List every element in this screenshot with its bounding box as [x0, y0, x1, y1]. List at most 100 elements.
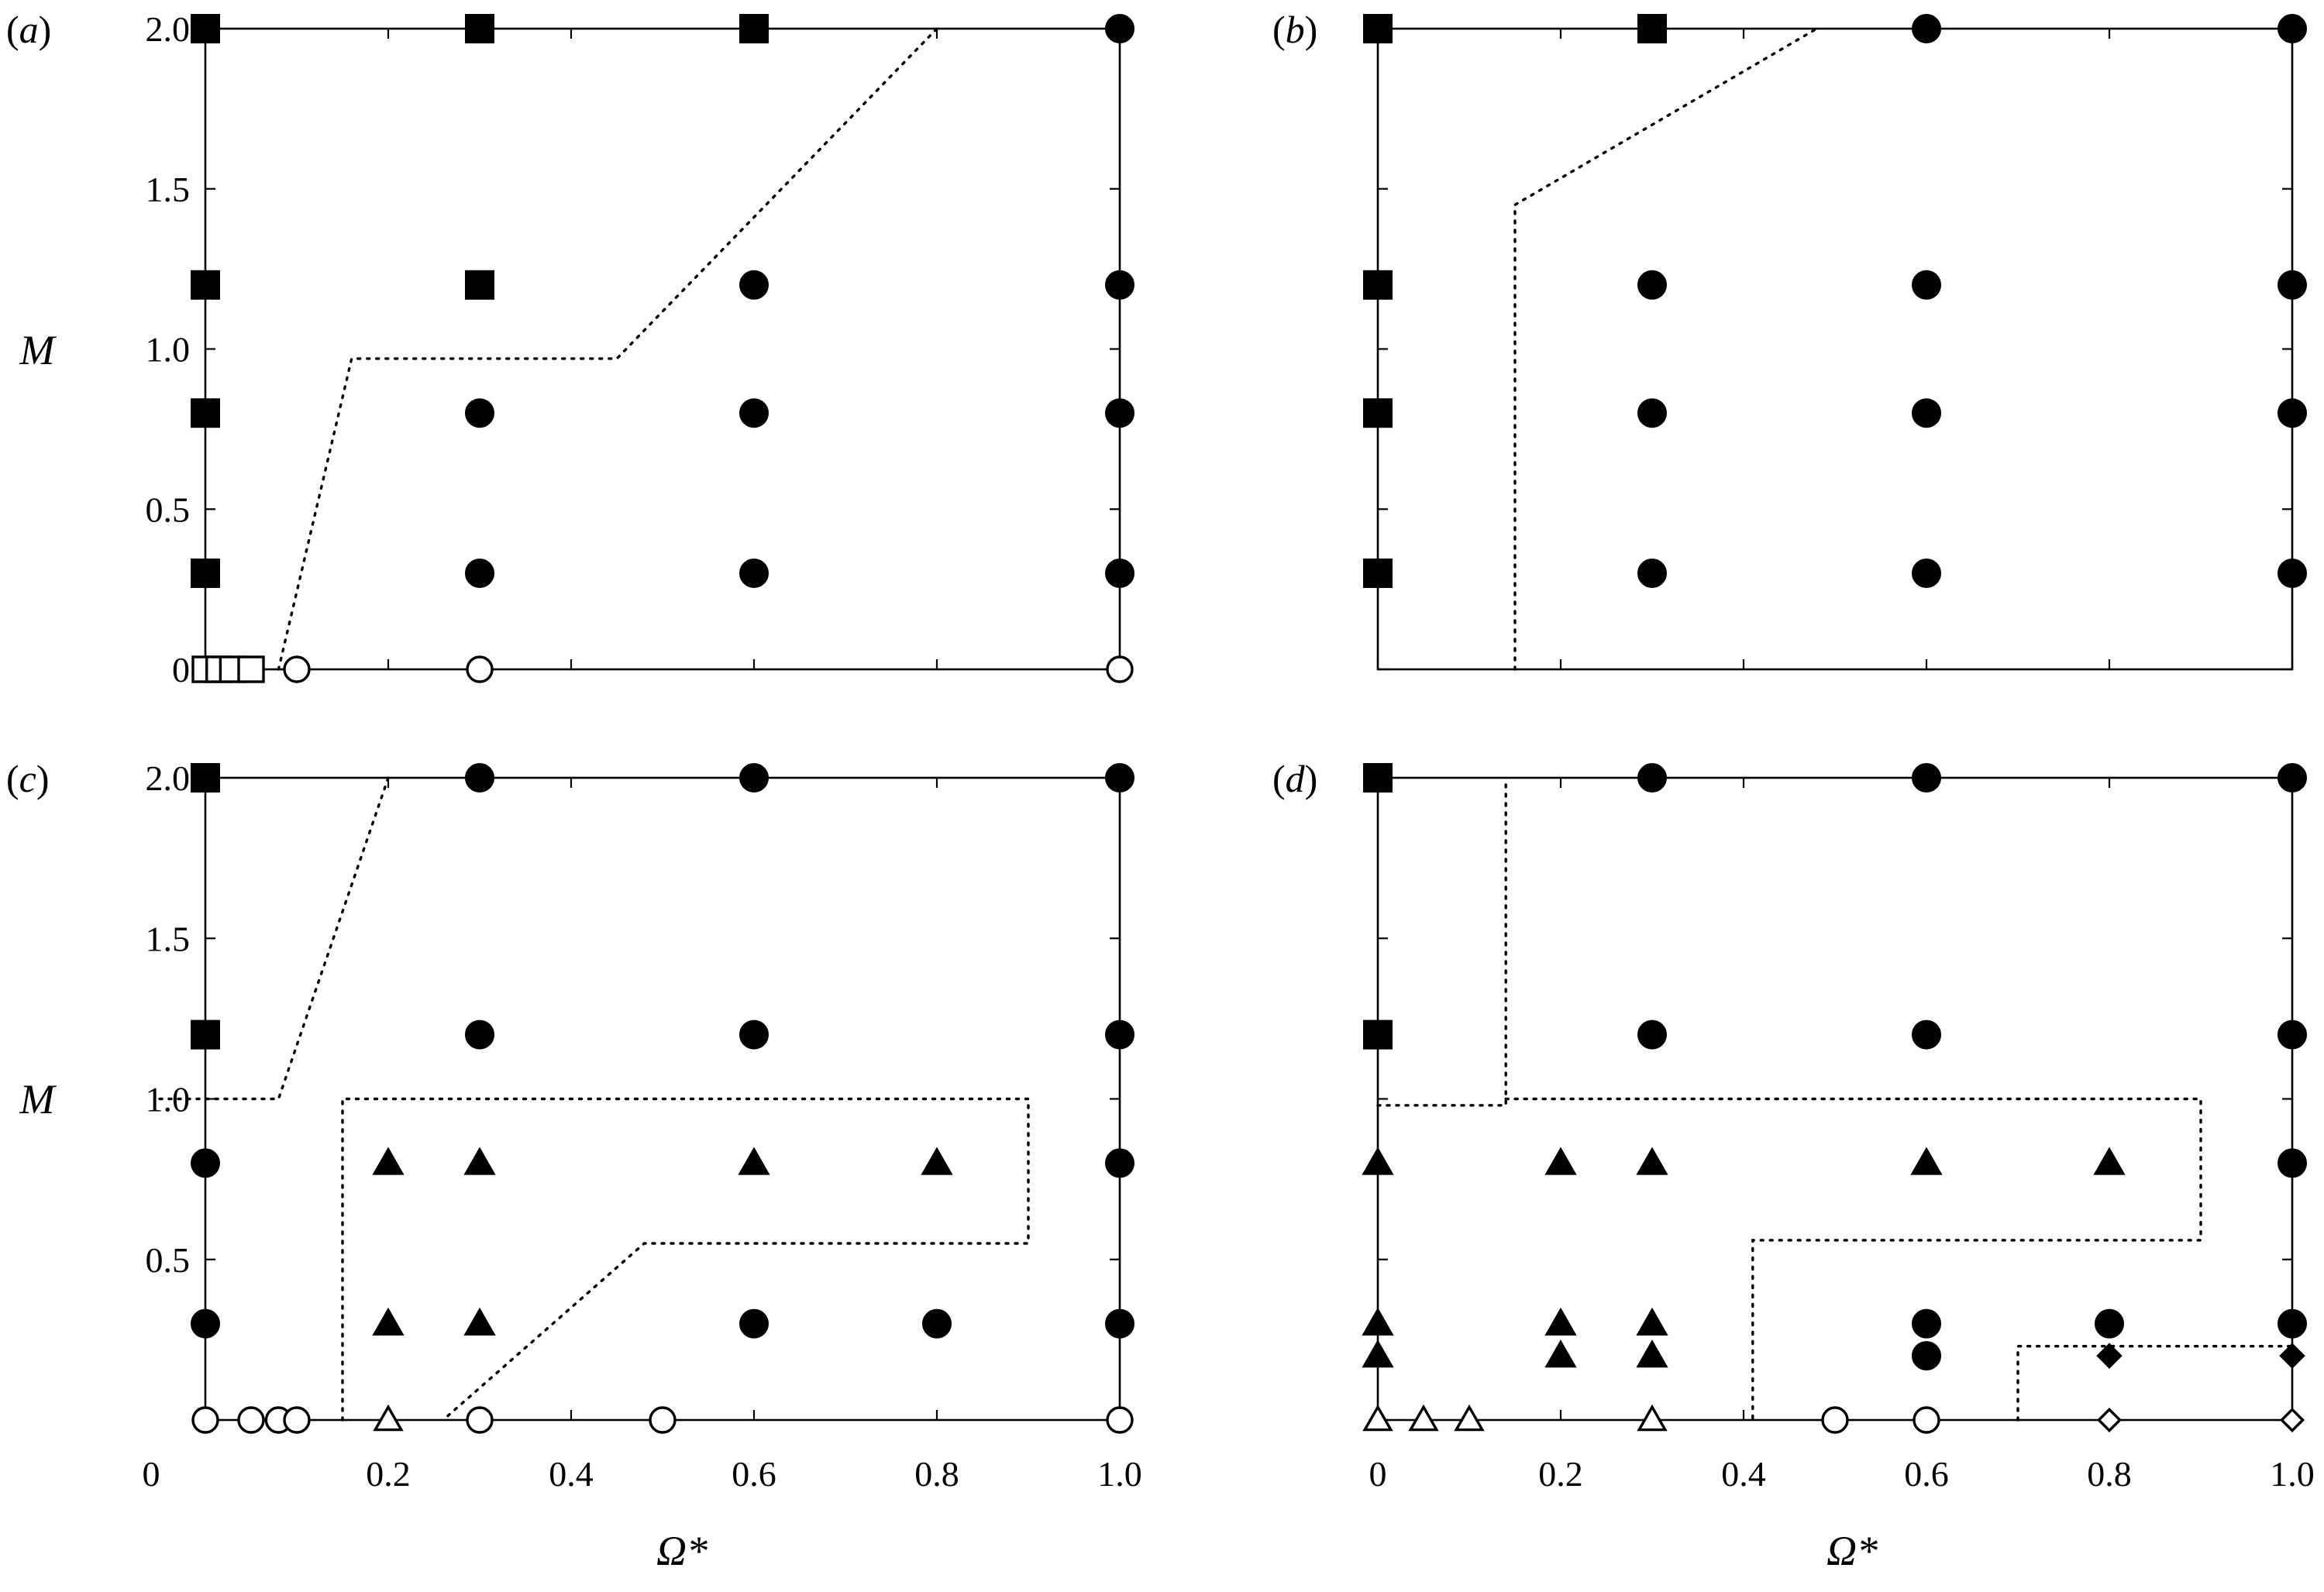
- filled-circle-marker: [2278, 763, 2307, 793]
- y-tick-label: 1.0: [146, 1080, 191, 1119]
- filled-square-marker: [1363, 14, 1393, 43]
- filled-triangle-marker: [1362, 1147, 1394, 1175]
- filled-circle-marker: [1637, 558, 1667, 588]
- open-circle-marker: [237, 1406, 265, 1434]
- open-circle-marker: [1106, 655, 1134, 683]
- x-tick-label: 0.4: [1721, 1454, 1766, 1494]
- filled-circle-marker: [1105, 14, 1134, 43]
- filled-circle-marker: [1637, 270, 1667, 300]
- regime-boundary-line: [1504, 1097, 2202, 1422]
- x-tick-label: 1.0: [1097, 1454, 1142, 1494]
- regime-boundary-line: [1376, 776, 1507, 1107]
- open-circle-marker: [1106, 1406, 1134, 1434]
- open-circle-marker: [466, 1406, 494, 1434]
- filled-square-marker: [191, 558, 220, 588]
- filled-circle-marker: [1912, 14, 1941, 43]
- filled-triangle-marker: [1544, 1339, 1577, 1368]
- x-tick-label: 0.6: [732, 1454, 776, 1494]
- y-tick-label: 1.0: [146, 330, 191, 370]
- x-tick-label: 0: [143, 1454, 160, 1494]
- filled-circle-marker: [1912, 1308, 1941, 1339]
- plot-frame: [204, 27, 1121, 671]
- filled-circle-marker: [739, 1308, 769, 1339]
- filled-square-marker: [191, 14, 220, 43]
- y-tick-label: 2.0: [146, 758, 191, 798]
- filled-circle-marker: [2278, 1148, 2307, 1178]
- open-diamond-marker: [2096, 1407, 2123, 1433]
- filled-triangle-marker: [921, 1147, 953, 1175]
- panel-c: 0.5 1.0 1.5 2.0 0 0.2 0.4 0.6 0.8 1.0 (c) M Ω*: [6, 757, 1142, 1574]
- open-triangle-marker: [373, 1404, 404, 1432]
- filled-square-marker: [1637, 14, 1667, 43]
- filled-circle-marker: [739, 1019, 769, 1050]
- filled-circle-marker: [1912, 558, 1941, 588]
- filled-circle-marker: [1105, 270, 1134, 300]
- x-tick-label: 0.8: [914, 1454, 959, 1494]
- filled-square-marker: [191, 1019, 220, 1050]
- open-square-marker: [237, 655, 265, 683]
- x-tick-label: 0.4: [549, 1454, 594, 1494]
- filled-circle-marker: [1912, 1341, 1941, 1371]
- filled-circle-marker: [922, 1308, 952, 1339]
- filled-circle-marker: [465, 398, 494, 428]
- filled-circle-marker: [2278, 1308, 2307, 1339]
- open-circle-marker: [191, 1406, 219, 1434]
- filled-triangle-marker: [463, 1147, 496, 1175]
- open-diamond-marker: [2279, 1407, 2305, 1433]
- regime-boundary-line: [277, 27, 938, 671]
- x-tick-label: 0.2: [366, 1454, 411, 1494]
- filled-square-marker: [465, 270, 494, 300]
- filled-triangle-marker: [463, 1307, 496, 1336]
- filled-square-marker: [191, 763, 220, 793]
- filled-square-marker: [191, 270, 220, 300]
- panel-label: (a): [6, 8, 51, 51]
- regime-boundary-line: [1513, 27, 1819, 671]
- open-circle-marker: [649, 1406, 677, 1434]
- filled-diamond-marker: [2096, 1343, 2123, 1369]
- x-tick-label: 0: [1369, 1454, 1387, 1494]
- filled-circle-marker: [1637, 1019, 1667, 1050]
- filled-triangle-marker: [1362, 1307, 1394, 1336]
- filled-square-marker: [1363, 270, 1393, 300]
- panel-label: (d): [1272, 757, 1317, 800]
- x-axis-title: Ω*: [1826, 1528, 1878, 1574]
- panel-label: (b): [1272, 8, 1317, 51]
- filled-circle-marker: [739, 270, 769, 300]
- filled-triangle-marker: [372, 1147, 405, 1175]
- filled-square-marker: [1363, 1019, 1393, 1050]
- y-tick-label: 0.5: [146, 490, 191, 529]
- y-axis-title: M: [19, 1076, 57, 1123]
- y-tick-label: 0.5: [146, 1240, 191, 1280]
- filled-circle-marker: [739, 763, 769, 793]
- x-axis-title: Ω*: [656, 1528, 708, 1574]
- filled-triangle-marker: [2093, 1147, 2126, 1175]
- filled-circle-marker: [1912, 398, 1941, 428]
- y-tick-label: 2.0: [146, 9, 191, 49]
- open-triangle-marker: [1408, 1404, 1439, 1432]
- filled-circle-marker: [191, 1148, 220, 1178]
- panel-label: (c): [6, 757, 50, 800]
- filled-circle-marker: [739, 398, 769, 428]
- y-tick-label: 1.5: [146, 919, 191, 958]
- panel-b: (b): [1272, 8, 2307, 671]
- filled-square-marker: [1363, 763, 1393, 793]
- filled-square-marker: [739, 14, 769, 43]
- filled-diamond-marker: [2279, 1343, 2305, 1369]
- filled-triangle-marker: [1636, 1339, 1668, 1368]
- x-tick-label: 0.6: [1904, 1454, 1949, 1494]
- x-tick-label: 0.8: [2087, 1454, 2132, 1494]
- regime-boundary-line: [158, 776, 390, 1101]
- filled-circle-marker: [1105, 398, 1134, 428]
- filled-circle-marker: [1105, 1148, 1134, 1178]
- filled-triangle-marker: [738, 1147, 770, 1175]
- filled-triangle-marker: [1362, 1339, 1394, 1368]
- filled-triangle-marker: [1544, 1307, 1577, 1336]
- filled-circle-marker: [1912, 763, 1941, 793]
- filled-circle-marker: [1637, 763, 1667, 793]
- x-tick-label: 1.0: [2270, 1454, 2315, 1494]
- filled-circle-marker: [1912, 270, 1941, 300]
- filled-circle-marker: [2095, 1308, 2124, 1339]
- filled-triangle-marker: [372, 1307, 405, 1336]
- filled-circle-marker: [465, 558, 494, 588]
